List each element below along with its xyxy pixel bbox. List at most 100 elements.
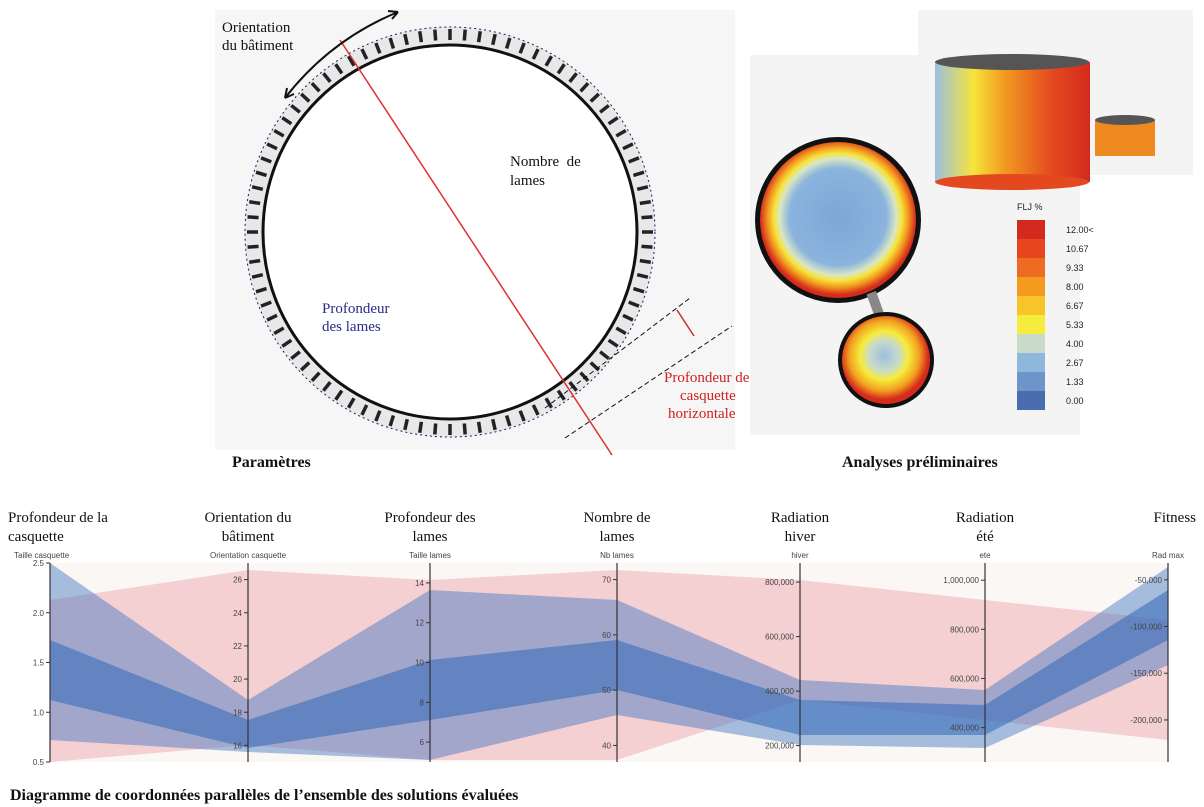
cylinder-top xyxy=(935,54,1089,70)
axis-title-line: Profondeur de la xyxy=(8,510,108,526)
tick-label: 1.0 xyxy=(33,708,45,717)
tick-label: 26 xyxy=(233,576,242,585)
building-circle xyxy=(261,43,639,421)
fin xyxy=(628,300,640,308)
fin xyxy=(615,326,627,336)
tick-label: 6 xyxy=(420,738,425,747)
line-bundle xyxy=(50,590,1168,748)
fin xyxy=(641,215,653,220)
axis-title: Profondeur des lames xyxy=(384,510,475,545)
fin xyxy=(388,37,396,50)
tick-label: 0.5 xyxy=(33,758,45,767)
fin xyxy=(628,156,640,164)
axis-title: Profondeur de la casquette xyxy=(8,510,108,545)
fin xyxy=(255,286,268,294)
fin xyxy=(462,423,467,435)
fin xyxy=(255,170,268,178)
legend-swatch xyxy=(1017,334,1045,353)
fin xyxy=(462,29,467,41)
fin xyxy=(251,185,264,191)
tick-label: 20 xyxy=(233,675,242,684)
fin xyxy=(589,92,600,103)
fin xyxy=(403,33,409,46)
tick-label: 60 xyxy=(602,631,611,640)
axis-field: Taille lames xyxy=(409,551,451,560)
tick-label: 10 xyxy=(415,659,424,668)
connector xyxy=(866,290,884,316)
fin xyxy=(374,410,382,422)
tick-label: 400,000 xyxy=(950,724,979,733)
fin xyxy=(433,29,438,41)
text: lames xyxy=(510,173,545,189)
tick-label: 8 xyxy=(420,698,425,707)
tick-label: -200,000 xyxy=(1130,716,1162,725)
tick-label: -150,000 xyxy=(1130,669,1162,678)
fin xyxy=(544,397,554,409)
fin xyxy=(360,48,369,60)
arrow-heads xyxy=(284,10,399,99)
text: du bâtiment xyxy=(222,38,294,54)
fin xyxy=(589,361,600,372)
fin xyxy=(251,273,264,279)
legend-swatch xyxy=(1017,258,1045,277)
fin xyxy=(579,82,590,93)
legend-label: 9.33 xyxy=(1066,263,1084,273)
fin xyxy=(636,185,649,191)
fin xyxy=(249,200,261,206)
axis-title-line: Radiation xyxy=(956,510,1015,526)
fin xyxy=(334,63,344,75)
fin xyxy=(266,313,278,322)
axis-field: ete xyxy=(979,551,991,560)
fin xyxy=(622,313,634,322)
orientation-arrow xyxy=(284,11,399,99)
label: Profondeur des lames xyxy=(322,301,390,335)
fin xyxy=(615,128,627,138)
tick-label: -100,000 xyxy=(1130,623,1162,632)
tick-label: 14 xyxy=(415,579,424,588)
fin xyxy=(504,414,512,427)
axis-field: Orientation casquette xyxy=(210,551,287,560)
orientation-line xyxy=(339,39,613,456)
text: Profondeur xyxy=(322,301,390,317)
fin xyxy=(260,156,272,164)
fin xyxy=(544,55,554,67)
axis-title-line: hiver xyxy=(785,529,816,545)
axis-title-line: Orientation du xyxy=(204,510,292,526)
fin xyxy=(281,116,293,126)
label: Nombre de lames xyxy=(510,154,581,189)
fin xyxy=(322,72,332,83)
fin xyxy=(247,244,259,249)
axis-field: Taille casquette xyxy=(14,551,70,560)
axis-field: Nb lames xyxy=(600,551,634,560)
fin xyxy=(622,142,634,151)
legend-label: 2.67 xyxy=(1066,358,1084,368)
axis-title-line: lames xyxy=(600,529,635,545)
fin xyxy=(433,423,438,435)
axis-title-line: Radiation xyxy=(771,510,830,526)
caption: Paramètres xyxy=(232,454,311,471)
legend-title: FLJ % xyxy=(1017,202,1043,212)
axis-title: Nombre de lames xyxy=(583,510,650,545)
dashed-guide xyxy=(564,325,733,439)
axis-title: Radiation été xyxy=(956,510,1015,545)
tick-label: 24 xyxy=(233,609,242,618)
axis-title-line: Nombre de xyxy=(583,510,650,526)
fin xyxy=(579,371,590,382)
text: Profondeur de la xyxy=(664,370,764,386)
label: Orientation du bâtiment xyxy=(222,20,294,54)
legend-label: 10.67 xyxy=(1066,244,1089,254)
tick-label: 12 xyxy=(415,619,424,628)
legend-swatch xyxy=(1017,315,1045,334)
tick-label: 800,000 xyxy=(765,578,794,587)
parallel-coordinates: Diagramme de coordonnées parallèles de l… xyxy=(8,510,1196,804)
legend-label: 6.67 xyxy=(1066,301,1084,311)
fin xyxy=(531,404,540,416)
fin xyxy=(632,286,645,294)
heat-plan xyxy=(842,316,930,404)
fin xyxy=(300,361,311,372)
fin xyxy=(346,397,356,409)
depth-arrow xyxy=(676,309,695,337)
fin xyxy=(403,418,409,431)
fin xyxy=(599,350,610,360)
